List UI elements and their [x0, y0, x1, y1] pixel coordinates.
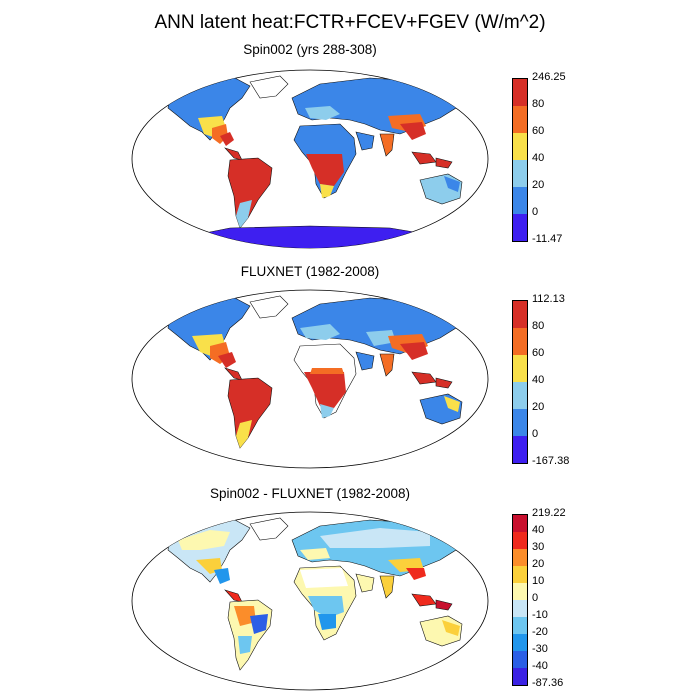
- colorbar-label: 20: [532, 179, 545, 191]
- colorbar-label: 0: [532, 206, 539, 218]
- colorbar-label: 246.25: [532, 71, 566, 83]
- colorbar-label: 219.22: [532, 507, 566, 519]
- colorbar-swatch: [513, 187, 527, 214]
- map-fluxnet: [131, 289, 489, 469]
- colorbar-label: -167.38: [532, 455, 570, 467]
- colorbar-label: 10: [532, 575, 545, 587]
- colorbar-label: -10: [532, 609, 548, 621]
- colorbar-label: 40: [532, 524, 545, 536]
- colorbar-label: -11.47: [532, 233, 563, 245]
- colorbar-swatch: [513, 328, 527, 355]
- colorbar-label: 80: [532, 320, 545, 332]
- colorbar-swatch: [513, 651, 527, 668]
- colorbar-swatch: [513, 409, 527, 436]
- colorbar-label: 0: [532, 428, 539, 440]
- colorbar-swatch: [513, 600, 527, 617]
- colorbar-label: -30: [532, 643, 548, 655]
- colorbar-label: 80: [532, 98, 545, 110]
- colorbar-swatch: [513, 617, 527, 634]
- colorbar-label: -87.36: [532, 677, 564, 689]
- panel-title-difference: Spin002 - FLUXNET (1982-2008): [209, 486, 411, 501]
- colorbar-label: 40: [532, 152, 545, 164]
- map-spin002: [131, 69, 489, 249]
- panel-title-fluxnet: FLUXNET (1982-2008): [240, 264, 380, 279]
- colorbar-label: 40: [532, 374, 545, 386]
- colorbar-swatch: [513, 133, 527, 160]
- colorbar-swatch: [513, 515, 527, 532]
- colorbar-swatch: [513, 634, 527, 651]
- colorbar-label: -20: [532, 626, 548, 638]
- colorbar-swatch: [513, 436, 527, 463]
- colorbar-swatches: [512, 514, 528, 686]
- colorbar-swatch: [513, 532, 527, 549]
- map-difference: [131, 511, 489, 691]
- colorbar-swatch: [513, 355, 527, 382]
- colorbar-swatch: [513, 668, 527, 685]
- colorbar-label: -40: [532, 660, 548, 672]
- colorbar-swatch: [513, 566, 527, 583]
- colorbar-label: 60: [532, 125, 545, 137]
- colorbar-swatches: [512, 300, 528, 464]
- colorbar-label: 20: [532, 401, 545, 413]
- colorbar-swatches: [512, 78, 528, 242]
- panel-title-spin002: Spin002 (yrs 288-308): [243, 42, 377, 57]
- colorbar-label: 30: [532, 541, 545, 553]
- figure-title: ANN latent heat:FCTR+FCEV+FGEV (W/m^2): [154, 12, 546, 33]
- colorbar-label: 112.13: [532, 293, 565, 305]
- colorbar-label: 0: [532, 592, 539, 604]
- colorbar-swatch: [513, 382, 527, 409]
- colorbar-swatch: [513, 106, 527, 133]
- colorbar-label: 20: [532, 558, 545, 570]
- colorbar-swatch: [513, 549, 527, 566]
- colorbar-swatch: [513, 79, 527, 106]
- colorbar-swatch: [513, 583, 527, 600]
- colorbar-swatch: [513, 214, 527, 241]
- colorbar-label: 60: [532, 347, 545, 359]
- colorbar-swatch: [513, 160, 527, 187]
- colorbar-swatch: [513, 301, 527, 328]
